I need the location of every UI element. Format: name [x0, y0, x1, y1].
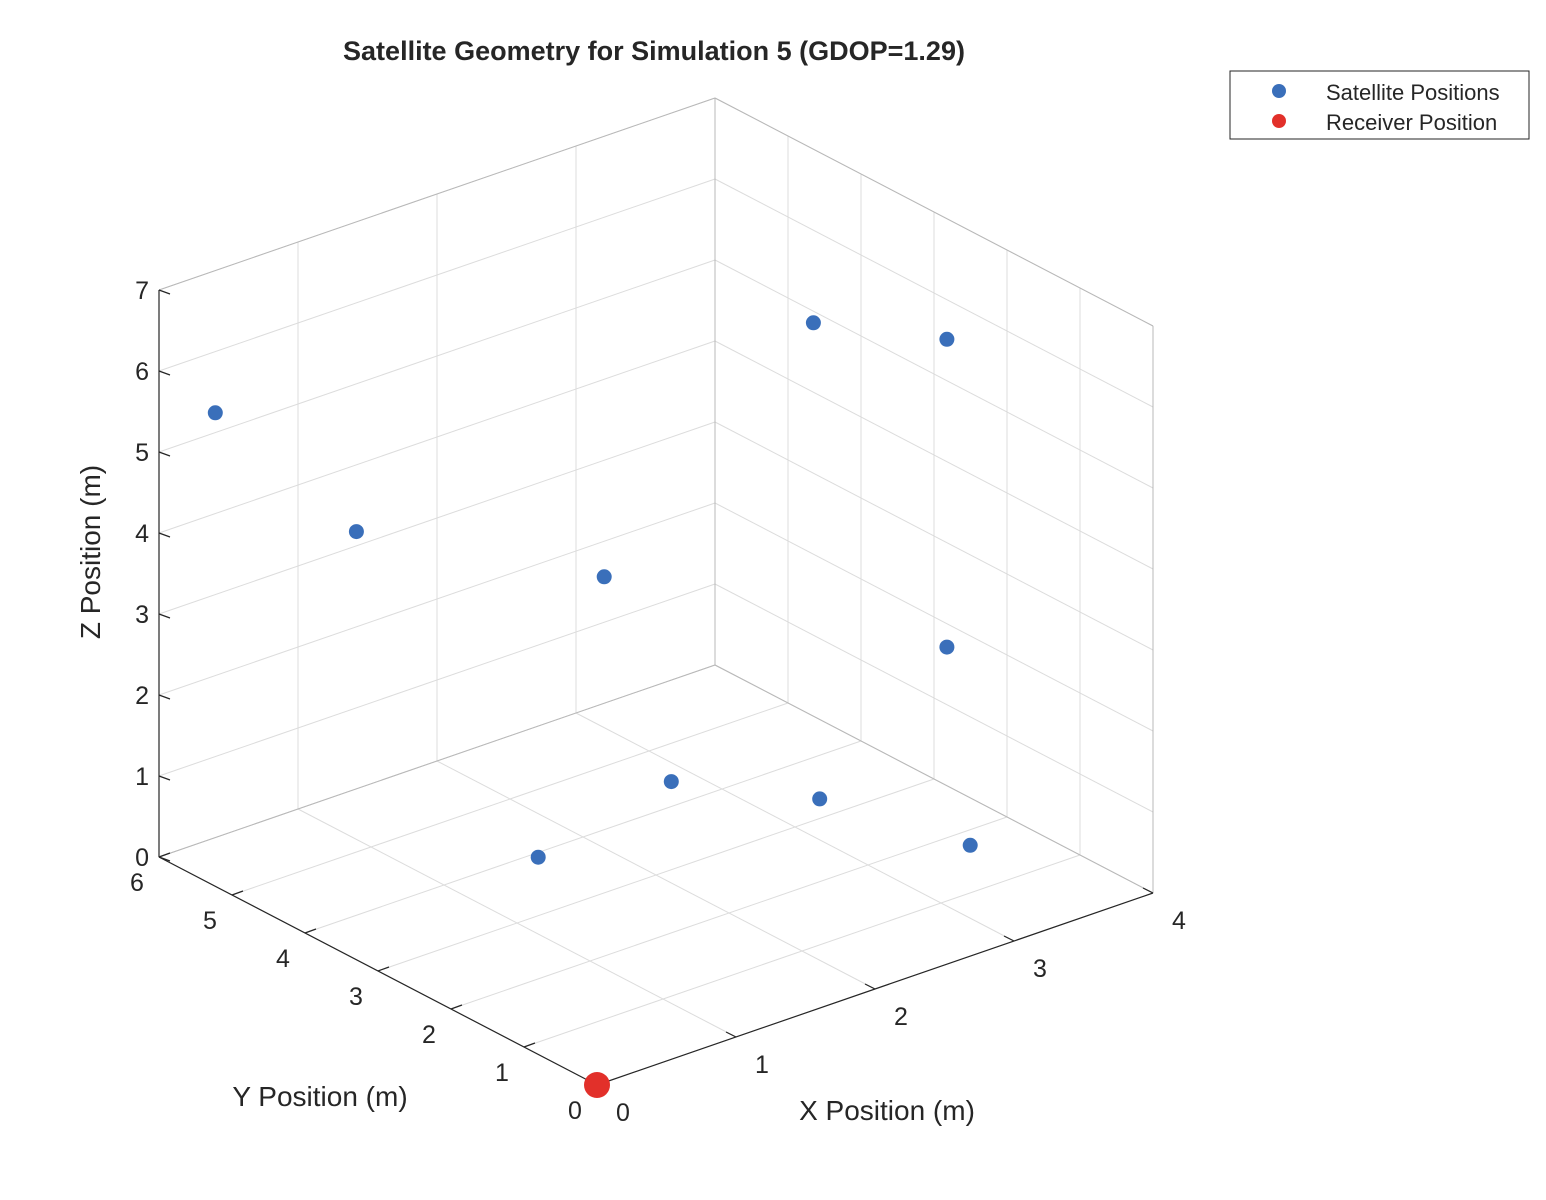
satellite-point [805, 315, 821, 331]
z-axis-label: Z Position (m) [75, 465, 106, 639]
y-tick-label: 5 [203, 907, 217, 935]
legend-marker-satellite [1272, 84, 1286, 98]
side-wall-grid-line-z [714, 178, 1154, 408]
box-edge [158, 664, 716, 858]
z-tick-mark [158, 856, 171, 862]
z-tick-label: 5 [135, 439, 149, 467]
z-tick-label: 2 [135, 682, 149, 710]
y-tick-mark [377, 966, 390, 972]
back-wall-grid-line-z [158, 178, 716, 372]
z-tick-label: 0 [135, 844, 149, 872]
y-tick-label: 1 [495, 1059, 509, 1087]
x-tick-mark [864, 983, 876, 990]
y-tick-mark [231, 890, 244, 896]
side-wall-grid-line-z [714, 583, 1154, 813]
y-tick-mark [450, 1004, 463, 1010]
z-tick-mark [158, 694, 171, 700]
y-tick-label: 6 [130, 869, 144, 897]
chart-title: Satellite Geometry for Simulation 5 (GDO… [343, 36, 965, 66]
floor-grid-line-y [523, 854, 1081, 1048]
z-tick-label: 7 [135, 277, 149, 305]
data-points [207, 315, 978, 1098]
legend: Satellite Positions Receiver Position [1229, 70, 1530, 140]
x-tick-label: 1 [755, 1051, 769, 1079]
satellite-point [348, 524, 364, 540]
satellite-point [939, 639, 955, 655]
side-wall-grid-line-z [714, 259, 1154, 489]
y-tick-label: 2 [422, 1021, 436, 1049]
box-edge [714, 664, 1154, 894]
back-wall-grid-line-z [158, 502, 716, 696]
x-tick-label: 4 [1172, 907, 1186, 935]
back-wall-grid-line-z [158, 340, 716, 534]
legend-label-receiver: Receiver Position [1326, 110, 1497, 135]
satellite-point [962, 837, 978, 853]
y-tick-mark [304, 928, 317, 934]
z-tick-mark [158, 451, 171, 457]
z-tick-label: 4 [135, 520, 149, 548]
x-tick-mark [1142, 887, 1154, 894]
y-tick-label: 3 [349, 983, 363, 1011]
side-wall-grid-line-z [714, 502, 1154, 732]
z-tick-mark [158, 613, 171, 619]
x-axis-label: X Position (m) [799, 1095, 975, 1126]
y-tick-label: 4 [276, 945, 290, 973]
satellite-point [207, 405, 223, 421]
z-tick-mark [158, 370, 171, 376]
floor-grid-line-y [450, 816, 1008, 1010]
axes [158, 97, 1154, 1086]
satellite-point [596, 569, 612, 585]
floor-grid-line-y [377, 778, 935, 972]
side-wall-grid-line-z [714, 340, 1154, 570]
floor-grid-line-y [304, 740, 862, 934]
z-tick-label: 3 [135, 601, 149, 629]
box-edge [714, 97, 1154, 327]
satellite-point [939, 331, 955, 347]
side-wall-grid-line-z [714, 421, 1154, 651]
x-tick-label: 3 [1033, 955, 1047, 983]
y-tick-label: 0 [568, 1097, 582, 1125]
back-wall-grid-line-z [158, 583, 716, 777]
receiver-point [584, 1072, 610, 1098]
z-tick-label: 6 [135, 358, 149, 386]
y-tick-mark [523, 1042, 536, 1048]
y-tick-mark [158, 852, 171, 858]
z-tick-mark [158, 289, 171, 295]
z-tick-mark [158, 775, 171, 781]
z-tick-mark [158, 532, 171, 538]
x-tick-label: 2 [894, 1003, 908, 1031]
x-tick-label: 0 [616, 1099, 630, 1127]
satellite-point [812, 791, 828, 807]
grid-lines [158, 97, 1154, 1086]
x-tick-mark [1003, 935, 1015, 942]
floor-grid-line-y [231, 702, 789, 896]
z-tick-label: 1 [135, 763, 149, 791]
y-axis-label: Y Position (m) [232, 1081, 407, 1112]
x-tick-mark [725, 1031, 737, 1038]
satellite-point [530, 849, 546, 865]
back-wall-grid-line-z [158, 421, 716, 615]
legend-marker-receiver [1272, 114, 1286, 128]
back-wall-grid-line-z [158, 259, 716, 453]
box-edge [158, 97, 716, 291]
legend-label-satellite: Satellite Positions [1326, 80, 1500, 105]
satellite-point [663, 774, 679, 790]
